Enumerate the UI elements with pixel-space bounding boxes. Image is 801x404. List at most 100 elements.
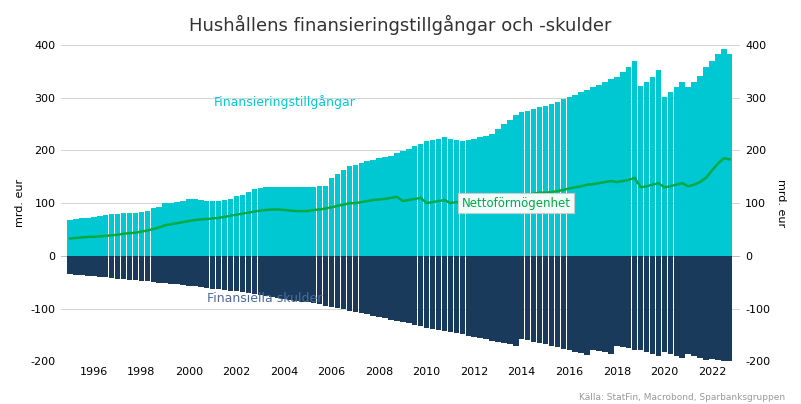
Bar [257, 256, 263, 295]
Bar [276, 256, 281, 298]
Bar [222, 256, 227, 290]
Bar [632, 61, 638, 256]
Bar [198, 200, 203, 256]
Bar [406, 149, 412, 256]
Bar [465, 140, 471, 256]
Bar [151, 208, 156, 256]
Bar [192, 200, 198, 256]
Bar [554, 102, 560, 256]
Bar [133, 256, 138, 280]
Bar [394, 256, 400, 321]
Bar [561, 256, 566, 349]
Bar [662, 97, 667, 256]
Bar [317, 186, 323, 256]
Bar [329, 178, 334, 256]
Bar [578, 93, 584, 256]
Text: Finansiella skulder: Finansiella skulder [207, 292, 322, 305]
Bar [144, 256, 150, 281]
Bar [691, 256, 697, 356]
Bar [549, 256, 554, 345]
Bar [531, 109, 537, 256]
Bar [453, 140, 459, 256]
Bar [276, 187, 281, 256]
Bar [103, 256, 108, 278]
Bar [269, 187, 275, 256]
Bar [418, 256, 424, 326]
Bar [400, 256, 405, 322]
Bar [525, 111, 530, 256]
Bar [441, 256, 447, 331]
Bar [608, 256, 614, 354]
Bar [216, 256, 221, 289]
Bar [525, 256, 530, 340]
Bar [472, 256, 477, 337]
Bar [679, 256, 685, 358]
Bar [335, 174, 340, 256]
Bar [703, 256, 709, 360]
Bar [585, 90, 590, 256]
Bar [79, 219, 85, 256]
Bar [472, 139, 477, 256]
Bar [573, 256, 578, 352]
Bar [483, 256, 489, 339]
Bar [168, 256, 174, 284]
Bar [721, 256, 727, 361]
Bar [667, 93, 673, 256]
Bar [370, 256, 376, 316]
Bar [186, 256, 191, 286]
Bar [91, 217, 97, 256]
Bar [91, 256, 97, 276]
Bar [519, 112, 525, 256]
Bar [79, 256, 85, 276]
Bar [727, 55, 732, 256]
Bar [168, 203, 174, 256]
Bar [406, 256, 412, 323]
Bar [359, 256, 364, 313]
Bar [323, 186, 328, 256]
Bar [650, 256, 655, 354]
Bar [650, 77, 655, 256]
Bar [709, 61, 714, 256]
Bar [424, 141, 429, 256]
Bar [585, 256, 590, 355]
Bar [246, 256, 251, 293]
Bar [400, 152, 405, 256]
Bar [299, 256, 304, 302]
Bar [239, 256, 245, 292]
Bar [97, 256, 103, 277]
Bar [394, 153, 400, 256]
Bar [513, 256, 518, 345]
Bar [121, 213, 127, 256]
Bar [686, 87, 691, 256]
Bar [424, 256, 429, 328]
Bar [121, 256, 127, 279]
Bar [115, 214, 120, 256]
Bar [281, 187, 287, 256]
Bar [109, 214, 115, 256]
Bar [602, 256, 608, 352]
Bar [507, 256, 513, 345]
Bar [638, 256, 643, 350]
Title: Hushållens finansieringstillgångar och -skulder: Hushållens finansieringstillgångar och -… [189, 15, 612, 35]
Bar [679, 82, 685, 256]
Bar [614, 77, 619, 256]
Bar [590, 256, 596, 350]
Bar [531, 256, 537, 342]
Bar [644, 256, 650, 352]
Bar [632, 256, 638, 350]
Bar [264, 187, 269, 256]
Bar [180, 256, 186, 285]
Bar [364, 256, 370, 314]
Bar [590, 87, 596, 256]
Bar [388, 156, 394, 256]
Bar [175, 256, 179, 284]
Bar [376, 256, 382, 317]
Bar [269, 256, 275, 297]
Bar [519, 256, 525, 339]
Bar [561, 99, 566, 256]
Bar [293, 187, 299, 256]
Bar [453, 256, 459, 333]
Bar [293, 256, 299, 301]
Bar [323, 256, 328, 306]
Bar [626, 67, 631, 256]
